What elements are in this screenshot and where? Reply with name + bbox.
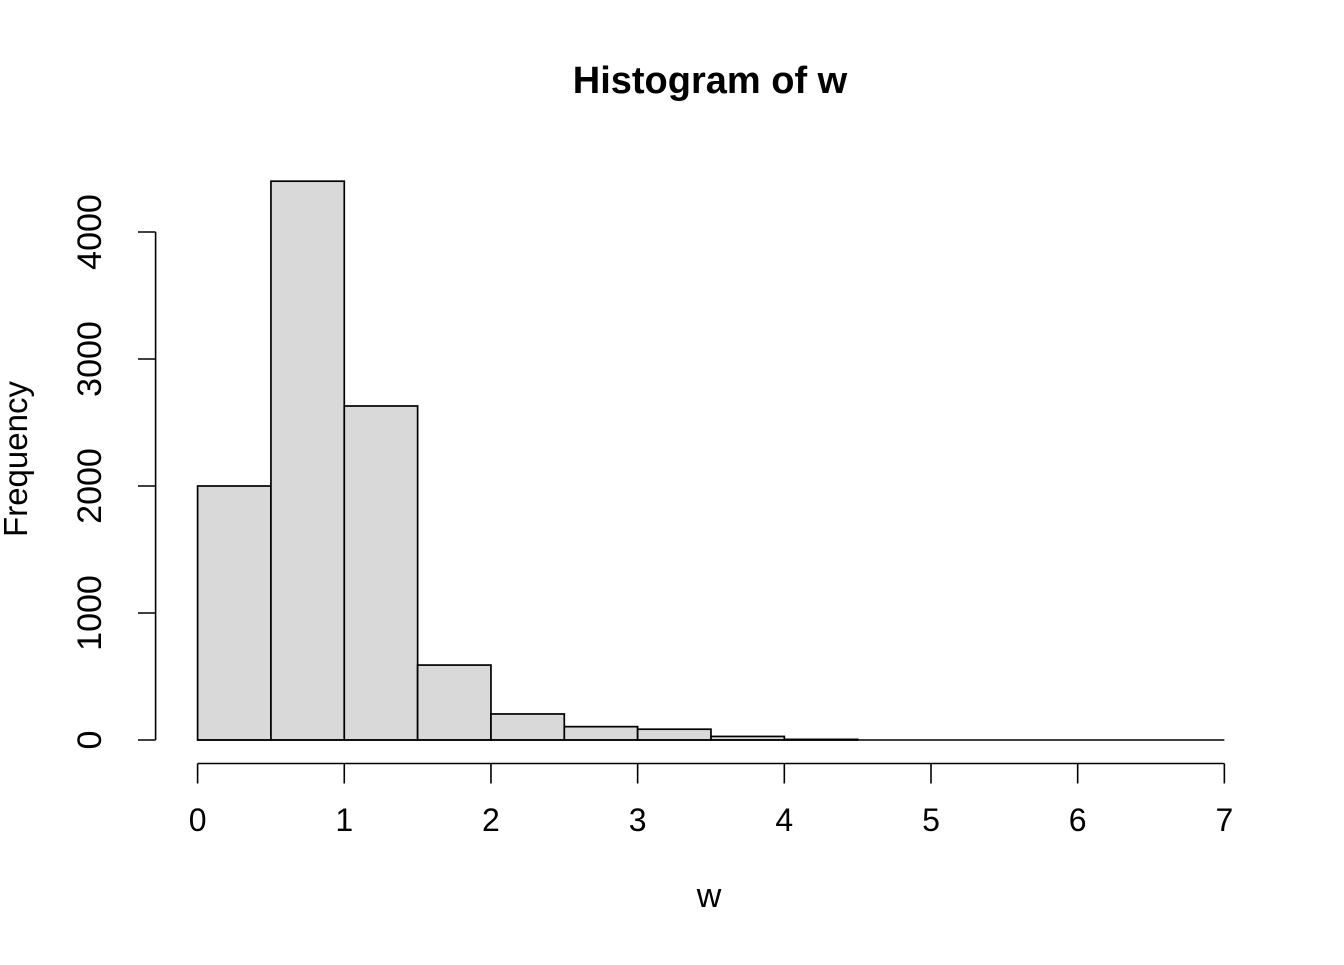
svg-text:Histogram of w: Histogram of w — [573, 60, 848, 102]
svg-text:5: 5 — [922, 802, 940, 838]
svg-text:4: 4 — [775, 802, 793, 838]
svg-text:3: 3 — [629, 802, 647, 838]
svg-text:7: 7 — [1215, 802, 1233, 838]
svg-text:2: 2 — [482, 802, 500, 838]
svg-text:w: w — [696, 877, 722, 915]
svg-text:1: 1 — [335, 802, 353, 838]
svg-text:0: 0 — [189, 802, 207, 838]
svg-text:3000: 3000 — [71, 321, 109, 397]
svg-text:6: 6 — [1069, 802, 1087, 838]
svg-text:2000: 2000 — [71, 448, 109, 524]
svg-text:4000: 4000 — [71, 194, 109, 270]
svg-text:0: 0 — [71, 731, 109, 750]
svg-text:Frequency: Frequency — [0, 381, 34, 537]
svg-text:1000: 1000 — [71, 575, 109, 651]
